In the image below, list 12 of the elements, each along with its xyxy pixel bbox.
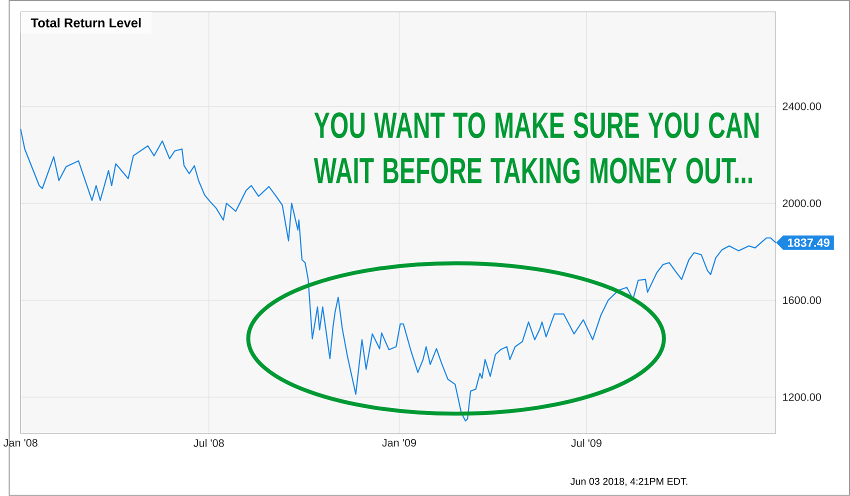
x-tick-label: Jul '08 [194,439,224,447]
x-tick-label: Jan '09 [382,439,416,447]
y-tick-label: 2400.00 [782,102,821,110]
chart-title: Total Return Level [30,18,141,28]
text: Jun 03 2018, 4:21PM EDT. [570,478,688,486]
y-tick-label: 1600.00 [783,296,821,304]
annotation: YOU WANT TO MAKE SURE YOU CAN WAIT BEFORE TAKING MONEY OUT... [314,112,759,184]
x-tick-label: Jan '08 [3,439,38,447]
y-tick-label: 2000.00 [782,200,821,208]
x-tick-label: Jul '09 [571,439,602,447]
annotation: 1837.49 [788,238,830,247]
y-tick-label: 1200.00 [783,393,821,402]
